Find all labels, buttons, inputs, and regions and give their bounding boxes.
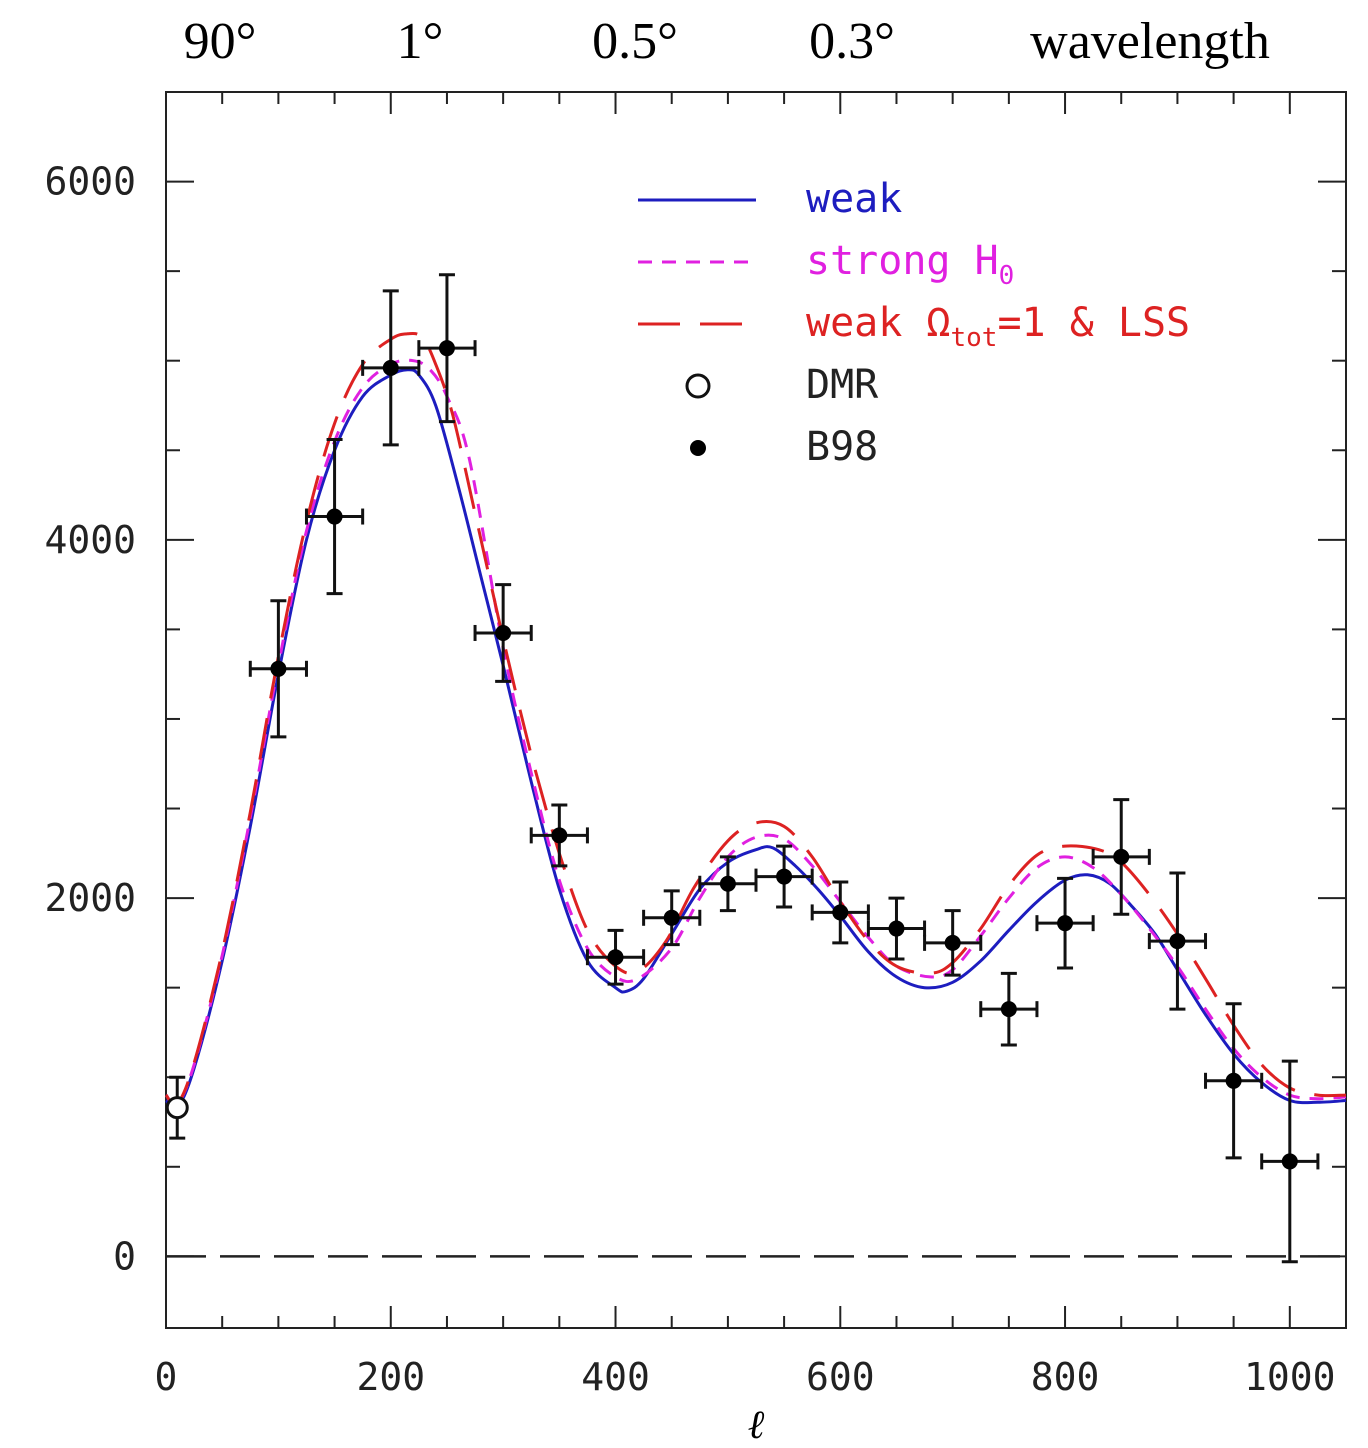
- point-marker: [1169, 933, 1186, 950]
- b98-point: [248, 599, 308, 739]
- legend-item: weak: [638, 176, 902, 222]
- y-tick-label: 6000: [44, 160, 136, 204]
- curve-weak: [164, 368, 1347, 1111]
- b98-point: [1204, 1002, 1264, 1160]
- point-marker: [944, 934, 961, 951]
- b98-point: [1147, 871, 1208, 1011]
- b98-point: [529, 803, 589, 868]
- b98-point: [979, 971, 1039, 1047]
- y-tick-label: 4000: [44, 518, 136, 562]
- legend-label: B98: [806, 424, 878, 470]
- legend: weak strong H0 weak Ωtot=1 & LSS DMR B98: [638, 176, 1190, 470]
- curve-strong-h0: [164, 358, 1347, 1107]
- dmr-point: [165, 1075, 189, 1140]
- legend-label: weak: [806, 176, 902, 222]
- b98-point: [1091, 798, 1151, 916]
- top-label: 0.3°: [809, 13, 895, 70]
- point-marker: [719, 875, 736, 892]
- legend-label: weak Ωtot=1 & LSS: [806, 300, 1190, 353]
- x-tick-label: 600: [806, 1355, 875, 1399]
- b98-point: [417, 273, 477, 424]
- point-marker: [326, 508, 343, 525]
- point-marker: [551, 827, 568, 844]
- b98-point: [1035, 876, 1095, 970]
- y-tick-label: 0: [113, 1234, 136, 1278]
- point-marker: [382, 359, 399, 376]
- b98-point: [473, 583, 533, 683]
- y-tick-label: 2000: [44, 876, 136, 920]
- top-angular-scale-labels: 90° 1° 0.5° 0.3° wavelength: [184, 13, 1270, 70]
- b98-point: [585, 928, 646, 986]
- b98-point: [923, 909, 983, 977]
- x-tick-label: 1000: [1244, 1355, 1336, 1399]
- point-marker: [888, 920, 905, 937]
- b98-point: [304, 438, 365, 596]
- b98-point: [642, 889, 702, 947]
- point-marker: [438, 340, 455, 357]
- model-curves: [164, 331, 1347, 1111]
- measurement-points: [165, 273, 1320, 1264]
- point-marker: [663, 909, 680, 926]
- point-marker: [1225, 1072, 1242, 1089]
- point-marker: [832, 904, 849, 921]
- point-marker: [495, 624, 512, 641]
- x-tick-label: 200: [356, 1355, 425, 1399]
- axis-ticks: [165, 92, 1347, 1328]
- legend-swatch: [690, 440, 706, 456]
- top-label: 0.5°: [592, 13, 678, 70]
- point-marker: [776, 868, 793, 885]
- legend-label: strong H0: [806, 238, 1014, 291]
- point-marker: [607, 949, 624, 966]
- top-label: wavelength: [1030, 13, 1270, 70]
- x-tick-label: 400: [581, 1355, 650, 1399]
- legend-item: B98: [690, 424, 878, 470]
- top-label: 1°: [397, 13, 444, 70]
- plot-frame: [165, 91, 1347, 1329]
- b98-point: [810, 880, 870, 945]
- b98-point: [1260, 1059, 1320, 1264]
- top-label: 90°: [184, 13, 257, 70]
- b98-point: [698, 855, 758, 913]
- legend-item: strong H0: [638, 238, 1014, 291]
- x-axis-title: ℓ: [748, 1402, 765, 1448]
- x-tick-label: 800: [1031, 1355, 1100, 1399]
- legend-item: DMR: [685, 362, 879, 408]
- legend-item: weak Ωtot=1 & LSS: [638, 300, 1190, 353]
- b98-point: [754, 844, 814, 909]
- point-marker: [165, 1096, 189, 1120]
- axis-tick-labels: 0 200 400 600 800 1000 0 2000 4000 6000: [44, 160, 1335, 1399]
- x-tick-label: 0: [155, 1355, 178, 1399]
- legend-label: DMR: [806, 362, 879, 408]
- point-marker: [1057, 915, 1074, 932]
- legend-swatch: [685, 373, 711, 399]
- curve-weak-omega-lss: [164, 331, 1347, 1107]
- point-marker: [1113, 848, 1130, 865]
- point-marker: [270, 660, 287, 677]
- point-marker: [1281, 1153, 1298, 1170]
- b98-point: [361, 289, 421, 447]
- point-marker: [1000, 1001, 1017, 1018]
- b98-point: [866, 896, 927, 961]
